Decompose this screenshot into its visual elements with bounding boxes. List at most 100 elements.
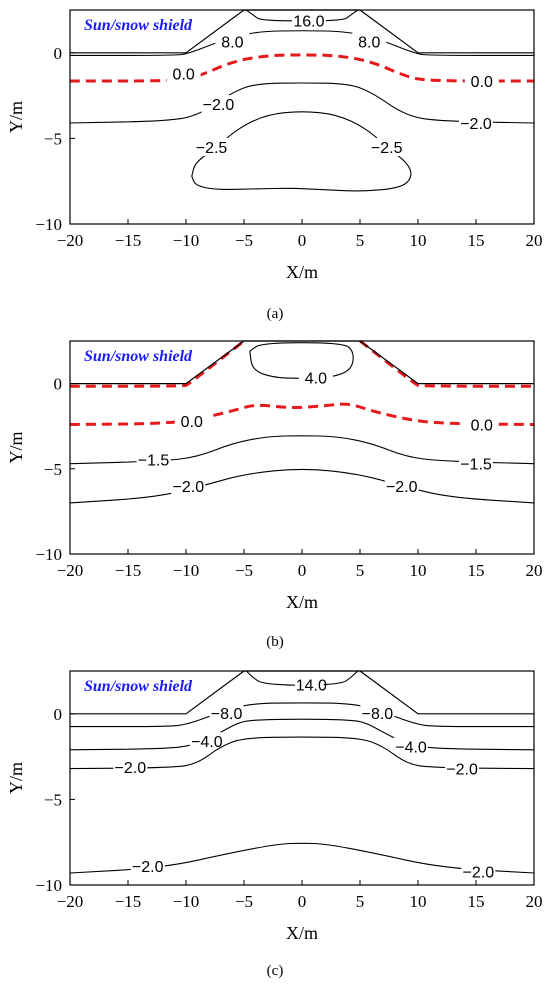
contour-label-bg (369, 137, 404, 156)
x-axis-label: X/m (286, 923, 318, 943)
contour-label-bg (445, 759, 480, 778)
contour-line-0.0 (359, 339, 534, 388)
contour-label-bg (291, 11, 326, 30)
x-tick-label: 5 (356, 892, 365, 911)
y-tick-label: 0 (54, 375, 63, 394)
contour-label--8.0: −8.0 (362, 706, 394, 723)
x-tick-label: −5 (235, 561, 253, 580)
contour-line--2.0 (69, 82, 535, 124)
y-axis-label: Y/m (6, 431, 26, 463)
contour-label-bg (166, 64, 201, 83)
contour-label-bg (464, 415, 499, 434)
contour-label--2.0: −2.0 (173, 479, 205, 496)
x-tick-label: −15 (115, 561, 142, 580)
contour-line--2.0 (69, 468, 535, 504)
x-tick-label: −20 (57, 561, 84, 580)
y-axis-label: Y/m (6, 762, 26, 794)
contour-label-16.0: 16.0 (293, 13, 324, 30)
panel-label: (a) (267, 306, 284, 322)
contour-label--2.0: −2.0 (115, 760, 147, 777)
contour-line-0.0 (70, 53, 534, 83)
x-tick-label: 10 (410, 892, 427, 911)
y-tick-label: −5 (44, 129, 62, 148)
y-axis-label: Y/m (6, 101, 26, 133)
contour-label-bg (215, 32, 250, 51)
sun-snow-shield-annotation: Sun/snow shield (84, 17, 193, 34)
contour-label-bg (113, 757, 148, 776)
y-tick-label: 0 (54, 705, 63, 724)
x-tick-label: 0 (298, 231, 307, 250)
contour-line--2.5 (191, 111, 412, 192)
contour-label--2.0: −2.0 (203, 97, 235, 114)
x-tick-label: −10 (173, 892, 200, 911)
contour-label--2.5: −2.5 (196, 140, 228, 157)
x-tick-label: −5 (235, 892, 253, 911)
contour-line--8.0 (70, 702, 534, 728)
panel-label: (c) (267, 963, 284, 979)
contour-label--1.5: −1.5 (138, 452, 170, 469)
contour-line--14.0 (245, 670, 359, 686)
contour-label-bg (394, 737, 429, 756)
x-tick-label: −10 (173, 231, 200, 250)
contour-label--2.0: −2.0 (386, 479, 418, 496)
contour-line-8.0 (70, 30, 534, 56)
contour-label-bg (171, 476, 206, 495)
contour-label-0.0: 0.0 (471, 74, 493, 91)
contour-label-bg (201, 95, 236, 114)
x-tick-label: −5 (235, 231, 253, 250)
y-tick-label: 0 (54, 44, 63, 63)
contour-label-bg (289, 675, 324, 694)
contour-label--4.0: −4.0 (395, 739, 427, 756)
x-tick-label: 15 (468, 892, 485, 911)
contour-label--4.0: −4.0 (191, 734, 223, 751)
contour-line-16.0 (245, 9, 359, 22)
contour-label-8.0: 8.0 (221, 35, 243, 52)
contour-label-bg (352, 32, 387, 51)
sun-snow-shield-annotation: Sun/snow shield (84, 348, 193, 365)
x-tick-label: 20 (526, 231, 543, 250)
contour-label-bg (459, 454, 493, 473)
x-axis-label: X/m (286, 592, 318, 612)
contour-label--2.0: −2.0 (446, 762, 478, 779)
y-tick-label: −5 (44, 790, 62, 809)
contour-label-8.0: 8.0 (358, 35, 380, 52)
x-tick-label: −10 (173, 561, 200, 580)
x-tick-label: −20 (57, 231, 84, 250)
contour-label-bg (189, 732, 224, 751)
contour-label-bg (209, 703, 244, 722)
contour-line--4.0 (69, 718, 535, 751)
contour-label-0.0: 0.0 (173, 66, 195, 83)
contour-label-bg (464, 72, 499, 91)
y-tick-label: −10 (35, 215, 62, 234)
contour-line-0.0 (69, 339, 245, 388)
sun-snow-shield-annotation: Sun/snow shield (84, 678, 193, 695)
contour-label-4.0: 4.0 (305, 371, 327, 388)
contour-label-bg (384, 476, 419, 495)
contour-label--2.0: −2.0 (132, 859, 164, 876)
x-tick-label: 0 (298, 561, 307, 580)
y-tick-label: −10 (35, 545, 62, 564)
contour-label-bg (360, 703, 395, 722)
contour-label-bg (194, 137, 229, 156)
x-axis-label: X/m (286, 262, 318, 282)
contour-label--2.0: −2.0 (460, 116, 492, 133)
x-tick-label: 15 (468, 231, 485, 250)
contour-label-0.0: 0.0 (181, 414, 203, 431)
contour-line-4.0 (249, 342, 354, 379)
panel-c: −14.0−8.0 −8.0−4.0 −4.0−2.0 −2.0−2.0 −2.0−20… (6, 670, 543, 979)
contour-label-bg (130, 857, 165, 876)
x-tick-label: 20 (526, 892, 543, 911)
x-tick-label: 10 (410, 231, 427, 250)
x-tick-label: 15 (468, 561, 485, 580)
contour-label-bg (136, 450, 171, 469)
x-tick-label: −20 (57, 892, 84, 911)
panel-b: 4.00.0 0.0−1.5 −1.5−2.0 −2.0−20 −15 −10 −5 0 5 10… (6, 339, 543, 650)
x-tick-label: −15 (115, 892, 142, 911)
contour-line--2.0 (69, 736, 535, 770)
x-tick-label: 0 (298, 892, 307, 911)
contour-label-bg (461, 862, 496, 881)
x-tick-label: 10 (410, 561, 427, 580)
contour-label--2.0: −2.0 (463, 864, 495, 881)
contour-label-0.0: 0.0 (471, 417, 493, 434)
contour-label--14.0: −14.0 (286, 678, 327, 695)
